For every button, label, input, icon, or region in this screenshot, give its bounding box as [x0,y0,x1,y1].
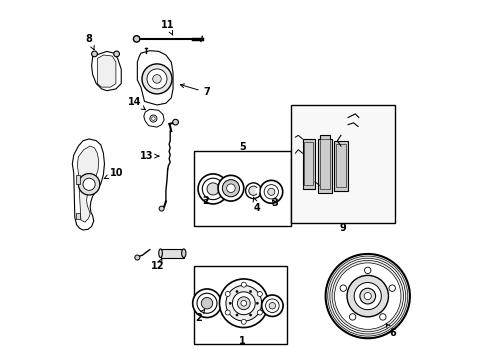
Text: 8: 8 [85,34,94,50]
Text: 5: 5 [239,142,245,152]
Circle shape [147,69,166,89]
Circle shape [237,297,250,310]
Circle shape [325,254,409,338]
Text: 14: 14 [127,97,145,110]
Text: 6: 6 [386,324,395,338]
Circle shape [151,117,155,120]
Circle shape [241,300,246,306]
Bar [160,249,183,257]
Text: 2: 2 [202,197,208,206]
Text: 2: 2 [195,309,204,323]
Circle shape [339,285,346,291]
Circle shape [268,302,275,309]
Circle shape [241,282,246,287]
Circle shape [206,183,219,195]
Circle shape [192,289,221,318]
Circle shape [222,180,239,197]
Circle shape [388,285,395,291]
Circle shape [257,310,262,315]
Circle shape [359,288,375,304]
Circle shape [334,263,400,329]
Bar [75,213,80,219]
Polygon shape [91,51,121,91]
Circle shape [198,174,227,204]
Circle shape [78,174,100,195]
Circle shape [331,260,403,332]
Circle shape [149,115,157,122]
Circle shape [353,283,381,310]
Circle shape [226,184,235,193]
Bar [194,152,290,226]
Circle shape [83,178,95,190]
Bar [290,105,394,223]
Circle shape [218,175,244,201]
Circle shape [235,291,238,293]
Text: 1: 1 [239,337,245,346]
Circle shape [245,183,261,199]
Circle shape [91,51,97,57]
Circle shape [249,291,251,293]
Circle shape [159,206,164,211]
Circle shape [229,302,231,304]
Text: 4: 4 [253,197,260,212]
Circle shape [172,119,178,125]
Wedge shape [255,188,258,193]
Bar [304,143,313,185]
Circle shape [267,188,274,195]
Ellipse shape [159,249,162,257]
Circle shape [349,314,355,320]
Circle shape [114,51,119,57]
Text: 3: 3 [271,198,278,208]
Circle shape [261,295,283,316]
Circle shape [265,299,279,312]
Circle shape [379,314,386,320]
Circle shape [256,302,258,304]
Circle shape [259,180,282,203]
Bar [76,175,80,184]
Circle shape [152,75,161,83]
Circle shape [327,256,407,336]
Circle shape [202,178,224,200]
Polygon shape [302,139,314,189]
Circle shape [225,310,230,315]
Circle shape [364,293,370,300]
Circle shape [225,285,261,321]
Circle shape [219,279,267,328]
Polygon shape [77,146,99,222]
Bar [194,266,287,344]
Polygon shape [97,55,116,87]
Circle shape [133,36,140,42]
Bar [335,144,345,187]
Circle shape [225,292,230,296]
Circle shape [248,186,258,195]
Text: 9: 9 [339,223,346,233]
Circle shape [346,275,387,317]
Polygon shape [143,109,164,127]
Circle shape [232,292,255,315]
Circle shape [257,292,262,296]
Text: 7: 7 [180,84,210,98]
Circle shape [241,319,246,324]
Circle shape [142,64,172,94]
Text: 10: 10 [104,168,123,179]
Polygon shape [317,135,331,193]
Polygon shape [137,51,173,105]
Ellipse shape [181,249,185,257]
Circle shape [264,185,278,199]
Bar [319,139,329,189]
Text: 12: 12 [151,258,164,271]
Circle shape [249,314,251,316]
Polygon shape [72,139,104,230]
Polygon shape [333,141,347,191]
Text: 11: 11 [161,20,174,35]
Circle shape [135,255,140,260]
Circle shape [235,314,238,316]
Circle shape [329,258,405,334]
Circle shape [364,267,370,274]
Circle shape [197,293,217,313]
Circle shape [201,297,212,309]
Text: 13: 13 [139,151,159,161]
